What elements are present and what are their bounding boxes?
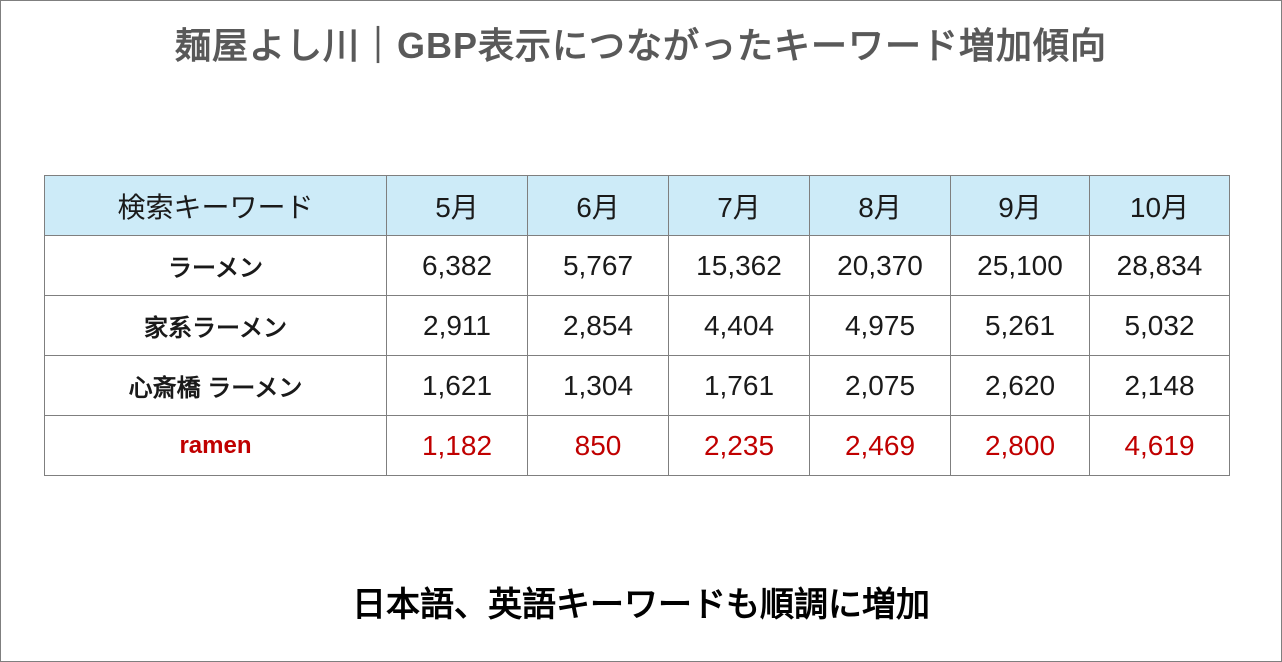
- count-cell: 15,362: [668, 235, 810, 296]
- keyword-cell: ラーメン: [44, 235, 387, 296]
- count-cell: 2,469: [809, 415, 951, 476]
- keyword-cell: 心斎橋 ラーメン: [44, 355, 387, 416]
- footer-text: 日本語、英語キーワードも順調に増加: [352, 586, 930, 624]
- count-cell: 4,404: [668, 295, 810, 356]
- count-cell: 1,761: [668, 355, 810, 416]
- column-header: 6月: [527, 175, 669, 236]
- count-cell: 1,182: [386, 415, 528, 476]
- column-header: 8月: [809, 175, 951, 236]
- count-cell: 2,235: [668, 415, 810, 476]
- count-cell: 2,911: [386, 295, 528, 356]
- count-cell: 25,100: [950, 235, 1090, 296]
- count-cell: 4,619: [1089, 415, 1230, 476]
- column-header: 9月: [950, 175, 1090, 236]
- count-cell: 2,800: [950, 415, 1090, 476]
- count-cell: 2,075: [809, 355, 951, 416]
- title: 麺屋よし川｜GBP表示につながったキーワード増加傾向: [174, 25, 1107, 66]
- table-row: ラーメン 6,382 5,767 15,362 20,370 25,100 28,834: [44, 235, 1230, 296]
- keyword-table: 検索キーワード 5月 6月 7月 8月 9月 10月 ラーメン 6,382 5,767 15,362…: [44, 175, 1230, 476]
- header-row: 検索キーワード 5月 6月 7月 8月 9月 10月: [44, 175, 1230, 236]
- count-cell: 6,382: [386, 235, 528, 296]
- count-cell: 5,261: [950, 295, 1090, 356]
- column-header: 7月: [668, 175, 810, 236]
- column-header: 5月: [386, 175, 528, 236]
- count-cell: 4,975: [809, 295, 951, 356]
- table-row: 家系ラーメン 2,911 2,854 4,404 4,975 5,261 5,032: [44, 295, 1230, 356]
- count-cell: 5,032: [1089, 295, 1230, 356]
- keyword-cell: 家系ラーメン: [44, 295, 387, 356]
- count-cell: 2,148: [1089, 355, 1230, 416]
- column-header: 10月: [1089, 175, 1230, 236]
- count-cell: 20,370: [809, 235, 951, 296]
- count-cell: 28,834: [1089, 235, 1230, 296]
- count-cell: 2,620: [950, 355, 1090, 416]
- count-cell: 5,767: [527, 235, 669, 296]
- count-cell: 2,854: [527, 295, 669, 356]
- table-row: 心斎橋 ラーメン 1,621 1,304 1,761 2,075 2,620 2,148: [44, 355, 1230, 416]
- count-cell: 1,304: [527, 355, 669, 416]
- count-cell: 850: [527, 415, 669, 476]
- count-cell: 1,621: [386, 355, 528, 416]
- keyword-cell: ramen: [44, 415, 387, 476]
- table-row: ramen 1,182 850 2,235 2,469 2,800 4,619: [44, 415, 1230, 476]
- column-header: 検索キーワード: [44, 175, 387, 236]
